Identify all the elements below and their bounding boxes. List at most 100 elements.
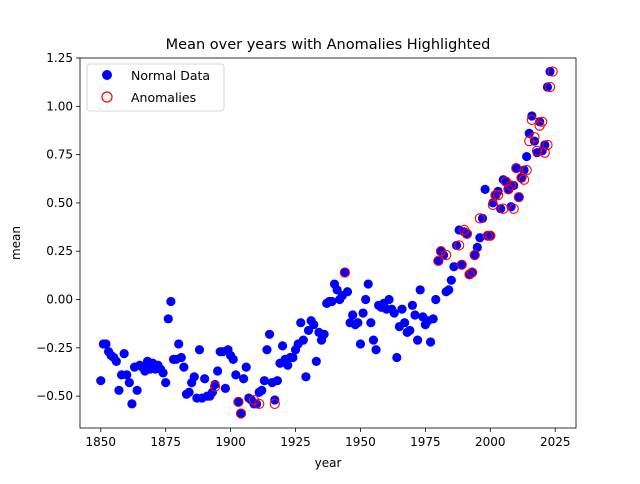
normal-data-point [410, 310, 420, 320]
anomaly-point [505, 180, 517, 191]
anomaly-point [498, 203, 509, 214]
normal-data-point [407, 300, 417, 310]
normal-data-point [384, 294, 394, 305]
normal-data-point [319, 329, 329, 339]
normal-data-point [340, 267, 350, 278]
plot-frame [79, 57, 577, 429]
normal-data-point [158, 368, 168, 378]
x-axis: 1850 1875 1900 1925 1950 1975 2000 2025 [86, 428, 570, 449]
normal-data-point [174, 339, 184, 349]
anomaly-point [531, 145, 543, 156]
normal-data-point [220, 383, 231, 393]
normal-data-point [311, 356, 321, 366]
anomaly-point [233, 396, 244, 408]
x-axis-label: year [315, 456, 342, 470]
anomaly-point [526, 114, 538, 125]
normal-data-point [501, 177, 511, 187]
anomaly-point [474, 213, 486, 224]
normal-data-point [270, 395, 280, 405]
normal-data-point [519, 165, 529, 175]
normal-data-point [527, 111, 537, 121]
anomaly-point [209, 381, 221, 392]
normal-data-point [348, 310, 358, 320]
normal-data-point [200, 374, 210, 384]
normal-data-point [542, 82, 553, 92]
normal-data-point [124, 377, 134, 388]
normal-data-point [353, 318, 363, 328]
anomaly-point [469, 249, 480, 261]
normal-data-point [472, 242, 482, 252]
normal-data-point [327, 296, 337, 307]
anomaly-point [513, 191, 525, 203]
normal-data-point [363, 279, 373, 289]
normal-data-point [283, 360, 293, 370]
normal-data-point [288, 352, 298, 363]
normal-data-point [166, 296, 176, 307]
normal-data-point [361, 294, 371, 305]
normal-data-point [96, 376, 106, 386]
anomaly-point [544, 81, 556, 93]
legend-marker-normal [102, 70, 112, 80]
normal-data-point [529, 136, 540, 146]
data-marks [96, 66, 558, 419]
normal-data-point [132, 385, 142, 395]
normal-data-point [412, 335, 423, 345]
anomaly-point [547, 66, 558, 77]
normal-data-point [272, 376, 282, 386]
normal-data-point [207, 387, 218, 397]
normal-data-point [194, 345, 205, 355]
normal-data-point [111, 356, 121, 366]
y-axis: −0.50 −0.25 0.00 0.25 0.50 0.75 1.00 1.25 [36, 51, 80, 403]
normal-data-point [477, 213, 488, 223]
normal-data-point [298, 335, 308, 345]
normal-data-point [366, 318, 376, 328]
normal-data-point [524, 128, 534, 138]
normal-data-point [213, 366, 223, 376]
anomaly-point [466, 267, 478, 278]
x-tick-label: 1850 [86, 435, 117, 449]
normal-data-point [522, 151, 532, 162]
anomaly-point [254, 398, 265, 409]
normal-data-point [451, 240, 462, 251]
anomaly-point [492, 190, 504, 201]
y-tick-label: 1.25 [46, 51, 73, 65]
y-tick-label: 0.25 [46, 244, 73, 258]
normal-data-point [176, 352, 186, 363]
anomaly-point [453, 240, 465, 251]
legend-marker-anomalies [101, 91, 113, 103]
anomaly-point [248, 394, 260, 406]
legend-label-anomalies: Anomalies [131, 90, 196, 105]
normal-data-point [415, 285, 425, 295]
y-tick-label: 1.00 [46, 99, 73, 113]
anomaly-point [490, 190, 501, 201]
anomaly-point [441, 249, 452, 261]
normal-data-point [342, 287, 353, 297]
normal-data-point [355, 339, 366, 349]
normal-data-point [189, 372, 199, 382]
y-tick-label: 0.75 [46, 148, 73, 162]
anomaly-point [485, 230, 496, 241]
normal-data-point [457, 260, 467, 270]
normal-data-point [257, 385, 267, 395]
chart-title: Mean over years with Anomalies Highlight… [166, 37, 491, 53]
anomaly-point [339, 267, 351, 278]
normal-data-point [127, 399, 137, 409]
x-tick-label: 1875 [150, 435, 181, 449]
normal-data-point [161, 377, 171, 388]
anomaly-point [482, 230, 493, 241]
normal-data-point [446, 275, 456, 285]
normal-data-point [431, 294, 441, 305]
anomaly-point [235, 408, 247, 419]
normal-data-point [371, 345, 381, 355]
anomaly-point [500, 176, 512, 187]
y-tick-label: 0.50 [46, 196, 73, 210]
anomaly-point [464, 269, 475, 280]
normal-data-point [405, 325, 415, 336]
anomaly-point [516, 172, 527, 183]
normal-data-point [262, 345, 272, 355]
normal-data-point [496, 204, 506, 214]
anomaly-point [269, 398, 280, 409]
anomaly-point [539, 147, 550, 158]
anomaly-point [524, 135, 535, 147]
